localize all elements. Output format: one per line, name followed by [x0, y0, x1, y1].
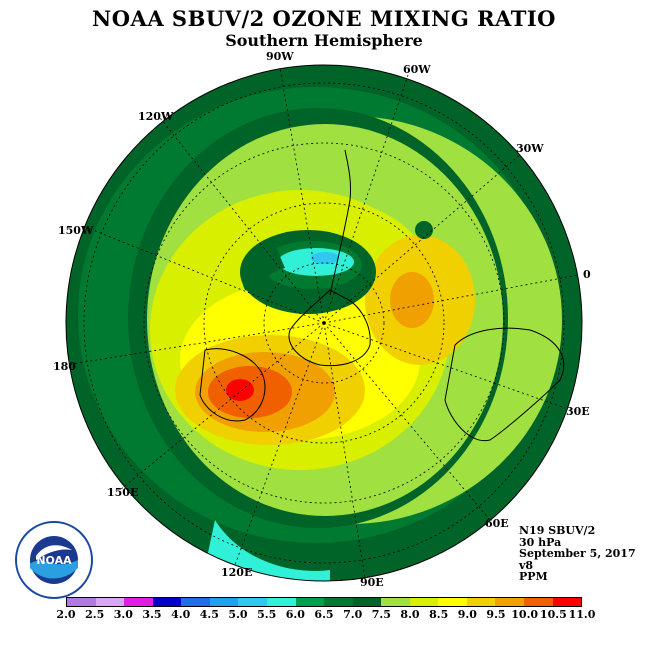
- colorbar-swatch: [181, 598, 210, 606]
- info-units: PPM: [519, 570, 548, 583]
- info-date: September 5, 2017: [519, 547, 636, 560]
- graticule: [65, 67, 579, 579]
- colorbar: [66, 597, 582, 607]
- coastlines: [199, 149, 565, 442]
- colorbar-swatch: [324, 598, 353, 606]
- ozone-field: [66, 65, 582, 581]
- lon-label-150e: 150E: [107, 486, 139, 499]
- colorbar-tick-label: 3.5: [142, 608, 162, 621]
- colorbar-swatch: [495, 598, 524, 606]
- colorbar-swatch: [352, 598, 382, 606]
- colorbar-swatch: [552, 598, 582, 606]
- product-info: N19 SBUV/2 30 hPa September 5, 2017 v8 P…: [519, 525, 636, 583]
- colorbar-swatch: [409, 598, 439, 606]
- colorbar-tick-label: 4.0: [171, 608, 191, 621]
- colorbar-tick-label: 10.5: [539, 608, 567, 621]
- colorbar-tick-label: 8.0: [400, 608, 420, 621]
- colorbar-tick-label: 9.0: [457, 608, 477, 621]
- colorbar-tick-label: 5.5: [257, 608, 277, 621]
- colorbar-tick-label: 4.5: [199, 608, 219, 621]
- colorbar-swatch: [209, 598, 239, 606]
- info-level: 30 hPa: [519, 535, 562, 549]
- colorbar-swatch: [466, 598, 496, 606]
- map-border: [65, 64, 583, 582]
- colorbar-swatch: [238, 598, 267, 606]
- colorbar-tick-label: 6.5: [314, 608, 334, 621]
- colorbar-tick-label: 8.5: [429, 608, 449, 621]
- colorbar-swatch: [381, 598, 410, 606]
- colorbar-swatch: [524, 598, 553, 606]
- colorbar-swatch: [438, 598, 467, 606]
- colorbar-swatch: [95, 598, 125, 606]
- colorbar-tick-label: 6.0: [285, 608, 305, 621]
- lon-label-180: 180: [53, 360, 76, 373]
- lon-label-30w: 30W: [516, 142, 544, 155]
- colorbar-swatch: [295, 598, 325, 606]
- map-subtitle: Southern Hemisphere: [225, 31, 423, 50]
- colorbar-tick-label: 3.0: [113, 608, 133, 621]
- info-satellite: N19 SBUV/2: [519, 524, 596, 537]
- colorbar-swatch: [152, 598, 182, 606]
- lon-label-90e: 90E: [360, 576, 384, 589]
- colorbar-tick-label: 9.5: [486, 608, 506, 621]
- colorbar-tick-label: 2.0: [56, 608, 76, 621]
- map-title: NOAA SBUV/2 OZONE MIXING RATIO: [92, 6, 556, 31]
- colorbar-swatch: [67, 598, 96, 606]
- colorbar-swatch: [124, 598, 153, 606]
- info-version: v8: [519, 558, 534, 572]
- lon-label-90w: 90W: [266, 50, 294, 63]
- lon-label-150w: 150W: [58, 224, 94, 237]
- lon-label-120w: 120W: [138, 110, 174, 123]
- logo-text: NOAA: [36, 554, 72, 567]
- colorbar-tick-label: 2.5: [85, 608, 105, 621]
- noaa-logo: NOAA: [15, 521, 93, 599]
- colorbar-tick-label: 10.0: [511, 608, 539, 621]
- colorbar-swatch: [266, 598, 296, 606]
- colorbar-tick-label: 7.0: [343, 608, 363, 621]
- lon-label-30e: 30E: [566, 405, 590, 418]
- lon-label-60w: 60W: [403, 63, 431, 76]
- lon-label-120e: 120E: [221, 566, 253, 579]
- lon-label-60e: 60E: [485, 517, 509, 530]
- colorbar-tick-label: 7.5: [371, 608, 391, 621]
- colorbar-tick-label: 5.0: [228, 608, 248, 621]
- lon-label-0: 0: [583, 268, 591, 281]
- colorbar-tick-label: 11.0: [568, 608, 596, 621]
